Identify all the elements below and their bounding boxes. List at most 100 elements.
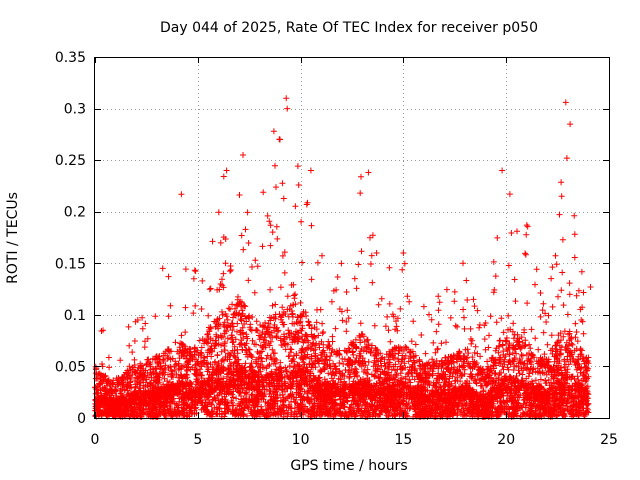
data-point (473, 380, 480, 387)
data-point (463, 400, 470, 407)
data-point (344, 307, 351, 314)
data-point (408, 338, 415, 345)
data-point (292, 368, 299, 375)
data-point (160, 358, 167, 364)
data-point (299, 259, 306, 266)
data-point (259, 358, 266, 365)
data-point (279, 252, 286, 259)
data-point (213, 333, 220, 340)
data-point (314, 259, 321, 266)
data-point (248, 327, 255, 334)
data-point (216, 286, 223, 293)
data-point (253, 318, 260, 325)
data-point (578, 317, 585, 323)
data-point (186, 404, 193, 411)
data-point (558, 179, 565, 186)
data-point (294, 163, 301, 170)
data-point (215, 325, 222, 332)
data-point (363, 343, 370, 350)
data-point (522, 342, 529, 349)
data-point (451, 288, 458, 295)
data-point (358, 248, 365, 255)
data-point (182, 304, 189, 311)
data-point (227, 263, 234, 269)
data-point (564, 374, 570, 381)
data-point (314, 408, 321, 415)
data-point (247, 363, 254, 370)
data-point (558, 350, 564, 357)
data-point (272, 301, 279, 308)
data-point (494, 398, 501, 405)
data-point (207, 347, 214, 354)
data-point (549, 303, 556, 310)
data-point (139, 314, 146, 321)
data-point (221, 410, 228, 417)
data-point (373, 368, 380, 375)
data-point (320, 329, 327, 335)
data-point (131, 356, 138, 363)
data-point (420, 303, 427, 310)
data-point (207, 324, 214, 331)
data-point (476, 321, 483, 328)
data-point (358, 173, 364, 180)
data-point (503, 384, 510, 391)
data-point (305, 318, 312, 325)
data-point (503, 335, 510, 341)
data-point (441, 371, 448, 378)
data-point (254, 327, 261, 334)
data-point (251, 289, 258, 296)
data-point (281, 249, 288, 256)
data-point (406, 376, 413, 383)
data-point (267, 242, 274, 249)
data-point (555, 377, 561, 384)
data-point (306, 361, 313, 368)
data-point (464, 297, 471, 303)
data-point (512, 397, 519, 404)
data-point (519, 371, 526, 378)
data-point (488, 367, 494, 374)
data-point (244, 209, 251, 216)
data-point (505, 262, 512, 269)
data-point (402, 364, 409, 371)
data-point (182, 329, 189, 336)
data-point (211, 359, 218, 366)
data-point (452, 322, 459, 329)
data-point (421, 384, 428, 391)
data-point (146, 374, 152, 381)
data-point (553, 412, 559, 419)
data-point (521, 343, 528, 350)
data-point (222, 311, 229, 317)
data-point (506, 341, 513, 348)
data-point (496, 337, 503, 344)
data-point (240, 302, 247, 309)
data-point (239, 346, 246, 353)
data-point (532, 335, 539, 342)
data-point (216, 401, 223, 408)
data-point (226, 369, 233, 376)
data-point (308, 325, 315, 332)
data-point (477, 353, 484, 360)
data-point (474, 307, 481, 314)
data-point (190, 310, 197, 317)
data-point (567, 121, 574, 128)
data-point (554, 367, 561, 374)
data-point (230, 402, 237, 409)
data-point (199, 336, 206, 343)
data-point (248, 392, 255, 399)
data-point (274, 235, 281, 242)
data-point (405, 370, 412, 377)
data-point (422, 388, 429, 395)
data-point (564, 311, 571, 318)
data-point (153, 353, 160, 360)
data-point (129, 349, 136, 356)
data-point (298, 349, 305, 356)
data-point (352, 336, 359, 343)
data-point (289, 313, 296, 320)
data-point (266, 342, 273, 349)
data-point (393, 323, 400, 330)
data-point (516, 370, 523, 377)
data-point (372, 367, 379, 373)
data-point (559, 402, 566, 409)
data-point (351, 275, 358, 282)
data-point (299, 333, 306, 340)
